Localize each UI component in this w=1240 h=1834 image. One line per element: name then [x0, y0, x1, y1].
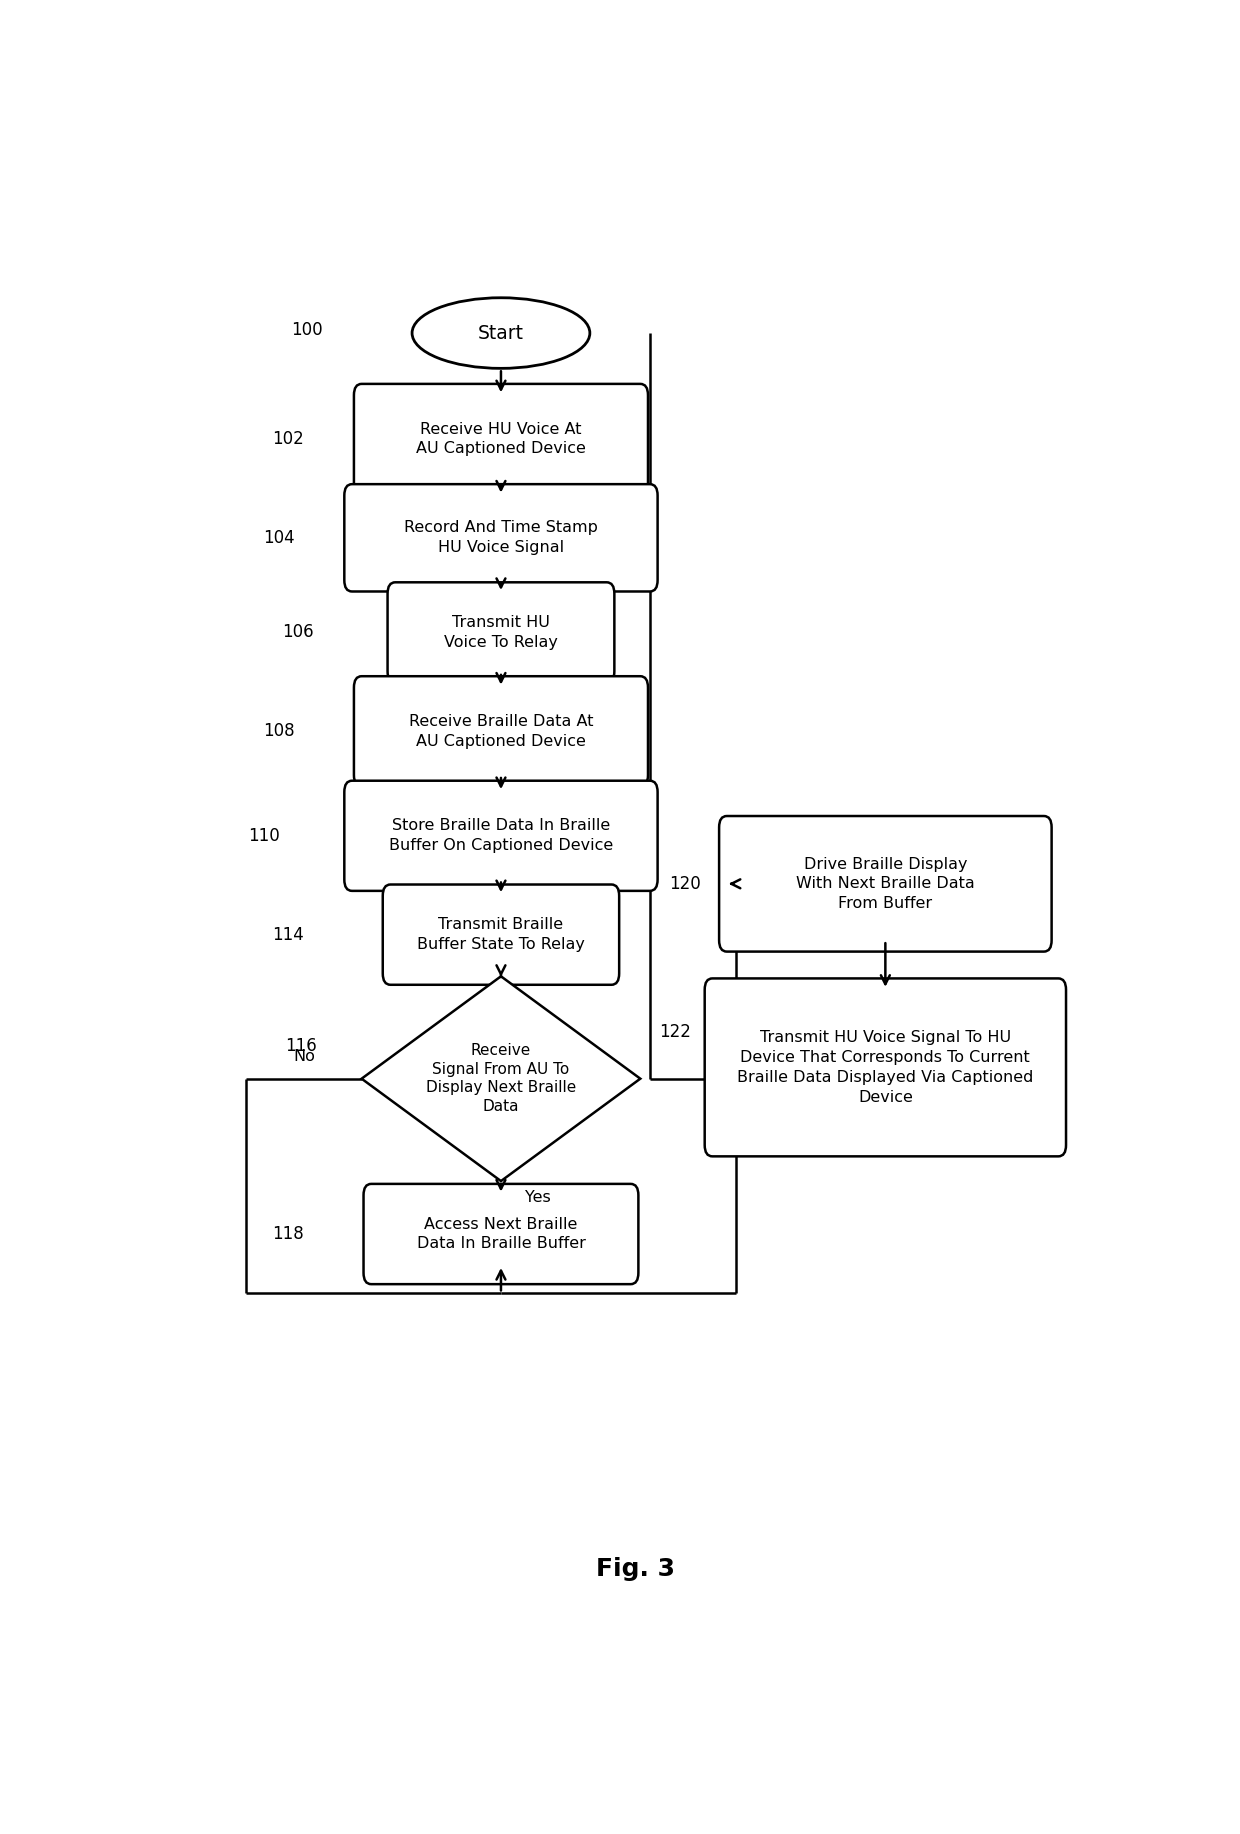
Text: Access Next Braille
Data In Braille Buffer: Access Next Braille Data In Braille Buff…: [417, 1216, 585, 1251]
Text: 116: 116: [285, 1038, 316, 1055]
FancyBboxPatch shape: [353, 383, 649, 493]
Polygon shape: [362, 976, 640, 1181]
Text: No: No: [293, 1049, 315, 1064]
Text: 104: 104: [263, 528, 294, 547]
Text: Transmit Braille
Buffer State To Relay: Transmit Braille Buffer State To Relay: [417, 917, 585, 952]
Text: 106: 106: [281, 624, 314, 642]
Text: Record And Time Stamp
HU Voice Signal: Record And Time Stamp HU Voice Signal: [404, 521, 598, 556]
FancyBboxPatch shape: [345, 781, 657, 891]
Text: 110: 110: [248, 827, 280, 845]
Text: 108: 108: [263, 723, 294, 741]
Text: 118: 118: [273, 1225, 304, 1243]
FancyBboxPatch shape: [363, 1185, 639, 1284]
FancyBboxPatch shape: [383, 884, 619, 985]
Text: Transmit HU
Voice To Relay: Transmit HU Voice To Relay: [444, 614, 558, 649]
FancyBboxPatch shape: [388, 583, 614, 682]
Text: 102: 102: [273, 429, 304, 447]
Text: Store Braille Data In Braille
Buffer On Captioned Device: Store Braille Data In Braille Buffer On …: [389, 818, 613, 853]
Text: Receive
Signal From AU To
Display Next Braille
Data: Receive Signal From AU To Display Next B…: [425, 1044, 577, 1113]
Text: Receive HU Voice At
AU Captioned Device: Receive HU Voice At AU Captioned Device: [417, 422, 585, 457]
Text: Receive Braille Data At
AU Captioned Device: Receive Braille Data At AU Captioned Dev…: [409, 713, 593, 748]
Text: Yes: Yes: [525, 1190, 551, 1205]
Text: Fig. 3: Fig. 3: [596, 1557, 675, 1581]
Text: 122: 122: [660, 1023, 691, 1042]
Text: 120: 120: [670, 875, 701, 893]
Text: 100: 100: [291, 321, 324, 339]
FancyBboxPatch shape: [353, 677, 649, 787]
Ellipse shape: [412, 297, 590, 369]
Text: Start: Start: [477, 323, 525, 343]
FancyBboxPatch shape: [704, 978, 1066, 1157]
Text: Transmit HU Voice Signal To HU
Device That Corresponds To Current
Braille Data D: Transmit HU Voice Signal To HU Device Th…: [737, 1031, 1034, 1104]
FancyBboxPatch shape: [719, 816, 1052, 952]
Text: Drive Braille Display
With Next Braille Data
From Buffer: Drive Braille Display With Next Braille …: [796, 856, 975, 911]
Text: 114: 114: [273, 926, 304, 945]
FancyBboxPatch shape: [345, 484, 657, 592]
